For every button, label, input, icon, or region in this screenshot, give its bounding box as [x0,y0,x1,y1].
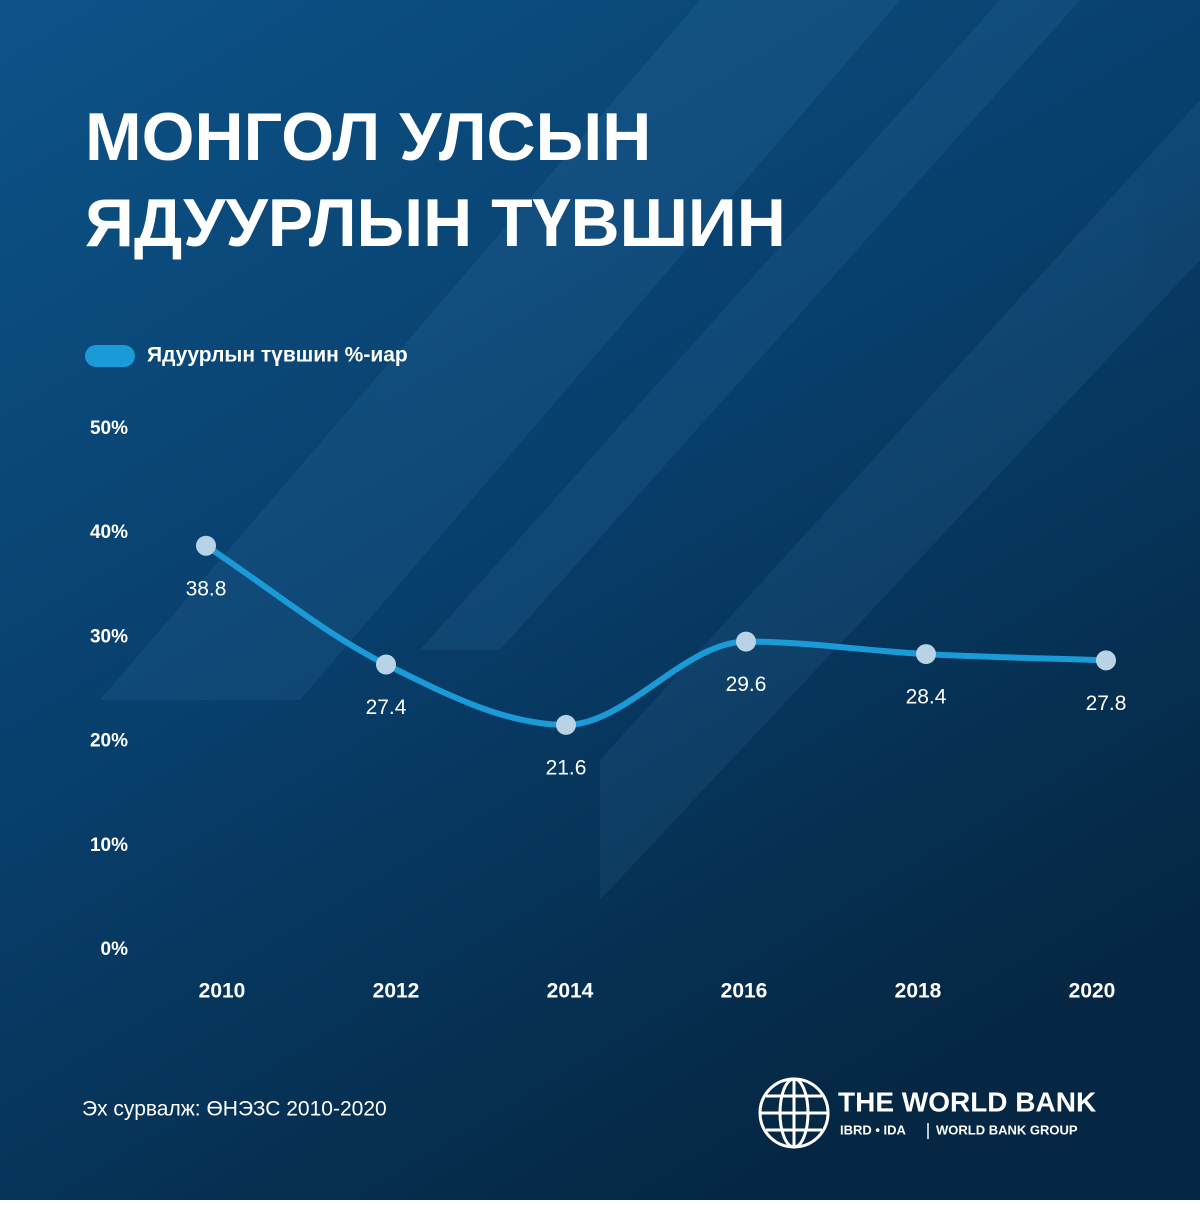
y-tick-label: 20% [90,731,128,752]
logo-sub: WORLD BANK GROUP [936,1122,1078,1137]
x-tick-label: 2018 [895,980,942,1003]
x-tick-label: 2012 [373,980,420,1003]
y-tick-label: 30% [90,626,128,647]
source: Эх сурвалж: ӨНЭЗС 2010-2020 [82,1098,387,1121]
y-tick-label: 50% [90,418,128,439]
y-tick-label: 10% [90,835,128,856]
line [203,542,1109,728]
legend-label: Ядуурлын түвшин %-иар [147,344,408,367]
logo-name: THE WORLD BANK [838,1086,1096,1117]
logo-sub: IBRD • IDA [840,1122,907,1137]
x-tick-label: 2020 [1069,980,1116,1003]
title-line: ЯДУУРЛЫН ТҮВШИН [85,185,786,261]
x-tick-label: 2016 [721,980,768,1003]
point [916,644,936,665]
legend-swatch [85,345,135,367]
x-tick-label: 2014 [547,980,594,1003]
data-label: 27.8 [1086,692,1127,715]
point [1096,650,1116,671]
y-tick-label: 0% [101,939,129,960]
x-tick-label: 2010 [199,980,246,1003]
point [736,631,756,652]
point [196,535,216,556]
data-label: 21.6 [546,756,587,779]
point [376,654,396,675]
data-label: 27.4 [366,696,407,719]
stripes [100,0,1200,900]
logo [758,1077,830,1149]
data-label: 28.4 [906,686,947,709]
y-tick-label: 40% [90,522,128,543]
data-label: 38.8 [186,577,227,600]
point [556,714,576,735]
data-label: 29.6 [726,673,767,696]
title-line: МОНГОЛ УЛСЫН [85,99,651,175]
